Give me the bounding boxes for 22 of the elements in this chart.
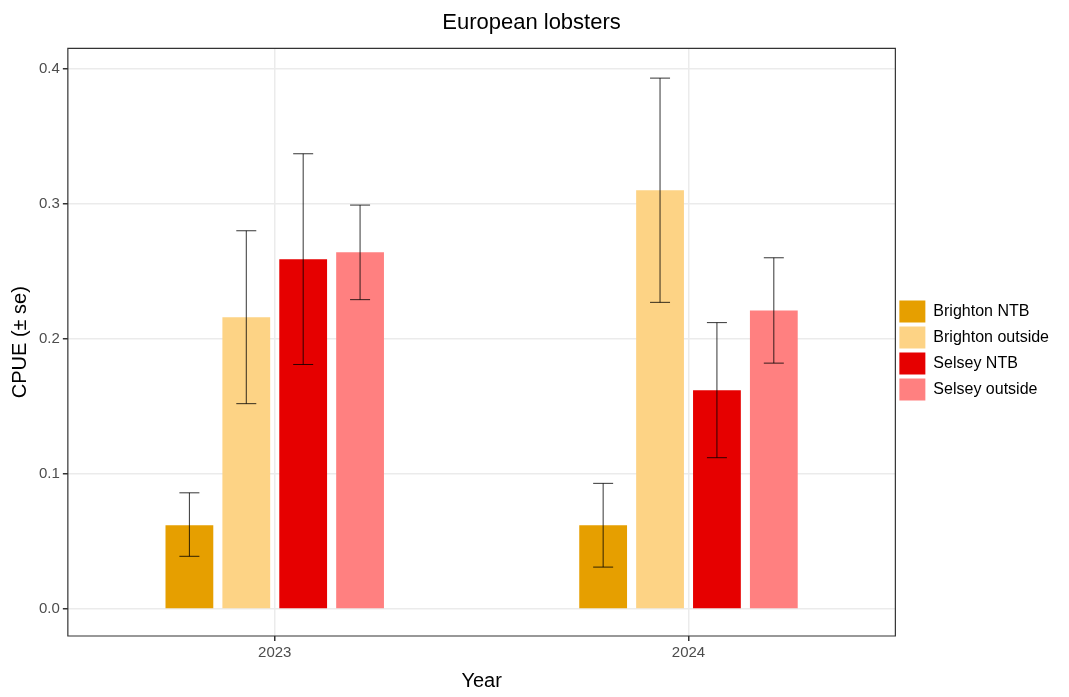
y-tick-label: 0.2	[38, 328, 60, 346]
x-tick-label: 2023	[258, 643, 292, 661]
legend-label: Brighton outside	[933, 327, 1050, 345]
chart-title: European lobsters	[442, 9, 621, 35]
bar	[693, 390, 741, 609]
bar	[636, 190, 684, 609]
bar	[279, 259, 328, 609]
y-tick-label: 0.0	[38, 599, 60, 617]
legend-label: Selsey NTB	[933, 353, 1018, 371]
y-tick-label: 0.4	[38, 58, 60, 76]
y-axis-title: CPUE (± se)	[7, 286, 30, 399]
bar	[165, 525, 214, 609]
x-tick-label: 2024	[671, 643, 706, 661]
y-tick-label: 0.1	[38, 464, 60, 482]
bar	[222, 317, 271, 609]
x-axis-title: Year	[461, 668, 503, 691]
bar	[336, 252, 384, 609]
legend-label: Selsey outside	[933, 379, 1038, 397]
bar	[579, 525, 628, 609]
bar	[749, 310, 798, 609]
y-tick-label: 0.3	[38, 193, 60, 211]
legend-label: Brighton NTB	[933, 301, 1030, 319]
